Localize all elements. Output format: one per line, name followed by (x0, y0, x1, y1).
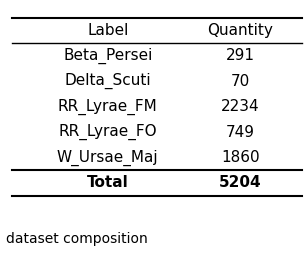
Text: RR_Lyrae_FO: RR_Lyrae_FO (59, 124, 157, 140)
Text: Total: Total (87, 175, 129, 190)
Text: 2234: 2234 (221, 99, 260, 114)
Text: 70: 70 (231, 74, 250, 89)
Text: RR_Lyrae_FM: RR_Lyrae_FM (58, 99, 158, 115)
Text: Beta_Persei: Beta_Persei (63, 48, 152, 64)
Text: 749: 749 (226, 124, 255, 140)
Text: 5204: 5204 (219, 175, 261, 190)
Text: Delta_Scuti: Delta_Scuti (64, 73, 151, 89)
Text: Label: Label (87, 23, 128, 38)
Text: 291: 291 (226, 48, 255, 64)
Text: dataset composition: dataset composition (6, 232, 148, 246)
Text: Quantity: Quantity (207, 23, 273, 38)
Text: W_Ursae_Maj: W_Ursae_Maj (57, 149, 159, 166)
Text: 1860: 1860 (221, 150, 260, 165)
